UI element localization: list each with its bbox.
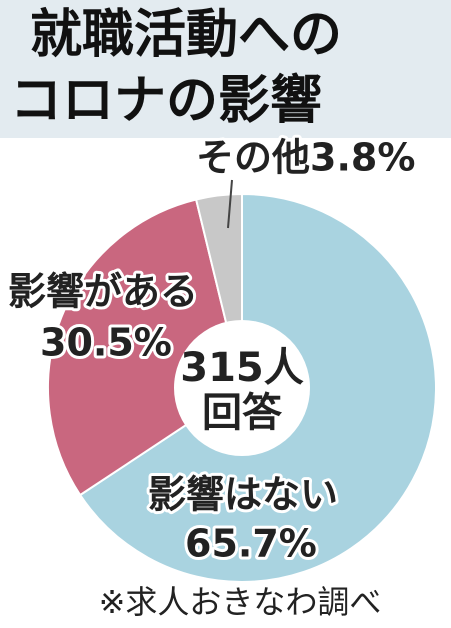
value-label: 65.7% — [185, 522, 317, 566]
value-label: 3.8% — [310, 136, 415, 180]
chart-title: 就職活動への — [30, 5, 342, 65]
value-label: 30.5% — [40, 321, 172, 365]
slice-label: その他 — [196, 136, 310, 180]
source-note: ※求人おきなわ調べ — [99, 583, 382, 621]
center-text: 回答 — [202, 390, 283, 436]
slice — [47, 198, 244, 497]
leader-line — [227, 179, 233, 229]
slice-label: 影響はない — [148, 473, 338, 517]
slice-label: 影響がある — [8, 270, 198, 314]
chart-title: コロナの影響 — [10, 71, 322, 131]
title-band — [0, 0, 451, 138]
donut-hole — [174, 320, 310, 456]
center-text: 315人 — [180, 345, 304, 391]
